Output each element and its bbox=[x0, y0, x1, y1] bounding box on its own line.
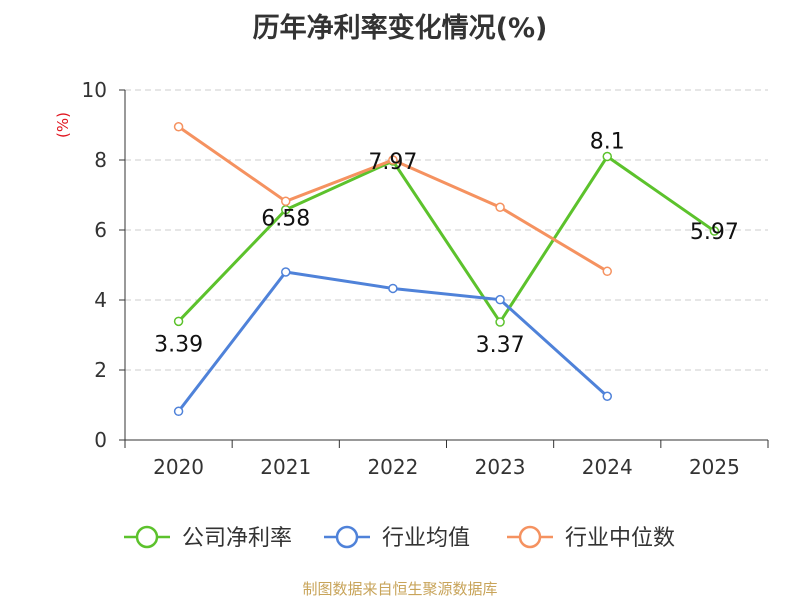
data-label: 8.1 bbox=[590, 130, 625, 155]
y-axis-label: (%) bbox=[54, 112, 72, 138]
legend-marker bbox=[518, 525, 542, 549]
data-point bbox=[602, 391, 612, 401]
data-point bbox=[602, 151, 612, 162]
legend-label: 行业中位数 bbox=[565, 526, 675, 551]
data-label: 5.97 bbox=[690, 220, 739, 245]
chart-title: 历年净利率变化情况(%) bbox=[252, 13, 548, 44]
data-label: 6.58 bbox=[261, 207, 310, 232]
data-label: 7.97 bbox=[368, 150, 417, 175]
x-tick-label: 2023 bbox=[475, 455, 526, 479]
x-tick-label: 2025 bbox=[689, 455, 740, 479]
data-label: 3.39 bbox=[154, 332, 203, 357]
y-tick-label: 6 bbox=[94, 218, 107, 242]
y-tick-label: 10 bbox=[82, 78, 107, 102]
axes: 0 2 4 6 8 10 (%) 2020 2021 2022 2023 2024 2025 bbox=[54, 78, 769, 479]
data-point bbox=[388, 155, 398, 165]
legend-marker bbox=[335, 525, 359, 549]
data-point bbox=[602, 266, 612, 277]
y-tick-label: 4 bbox=[94, 288, 107, 312]
data-labels: 3.39 6.58 7.97 3.37 8.1 5.97 bbox=[154, 130, 739, 359]
legend-marker bbox=[135, 525, 159, 549]
legend-label: 公司净利率 bbox=[182, 526, 292, 551]
data-point bbox=[281, 196, 291, 207]
series-line-0 bbox=[177, 154, 716, 325]
legend: 公司净利率 行业均值 行业中位数 bbox=[124, 525, 675, 551]
data-point bbox=[281, 267, 291, 277]
data-point bbox=[173, 406, 184, 417]
source-note: 制图数据来自恒生聚源数据库 bbox=[302, 580, 498, 598]
y-tick-label: 0 bbox=[94, 428, 107, 452]
data-point bbox=[495, 202, 505, 212]
data-point bbox=[495, 294, 505, 305]
x-tick-label: 2021 bbox=[260, 455, 311, 479]
y-tick-label: 8 bbox=[94, 148, 107, 172]
series-lines bbox=[173, 122, 720, 417]
data-point bbox=[173, 316, 184, 327]
x-tick-label: 2020 bbox=[153, 455, 204, 479]
legend-label: 行业均值 bbox=[382, 526, 470, 551]
data-point bbox=[709, 226, 720, 236]
x-tick-label: 2024 bbox=[582, 455, 633, 479]
x-tick-label: 2022 bbox=[367, 455, 418, 479]
data-point bbox=[388, 283, 398, 294]
data-point bbox=[173, 122, 184, 132]
y-tick-label: 2 bbox=[94, 358, 107, 382]
data-label: 3.37 bbox=[476, 333, 525, 358]
data-point bbox=[495, 317, 505, 327]
series-line-2 bbox=[177, 125, 609, 273]
grid-lines bbox=[125, 89, 768, 371]
